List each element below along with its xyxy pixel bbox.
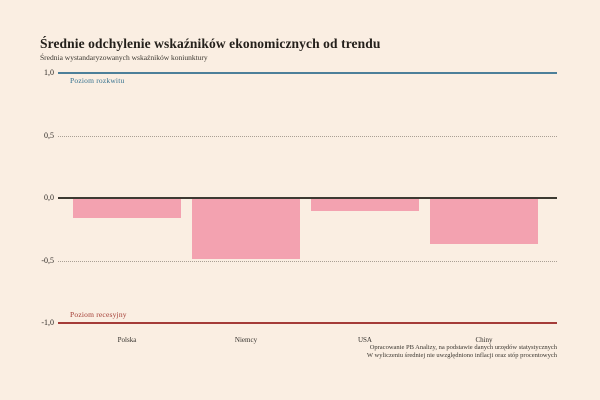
bar-chiny [430,199,538,245]
source-note-line1: Opracowanie PB Analizy, na podstawie dan… [369,344,557,351]
gridline-neg05 [58,260,557,262]
zero-axis-line [58,197,557,199]
bar-usa [311,199,419,211]
y-tick-0,0: 0,0 [44,193,54,202]
gridline-05 [58,135,557,137]
boom-level-label: Poziom rozkwitu [70,76,125,85]
boom-threshold-line [58,72,557,74]
chart-subtitle: Średnia wystandaryzowanych wskaźników ko… [40,53,208,62]
x-label-usa: USA [357,336,372,344]
bar-niemcy [192,199,300,260]
y-tick--1,0: -1,0 [41,318,54,327]
chart-title: Średnie odchylenie wskaźników ekonomiczn… [40,36,381,51]
source-note: Opracowanie PB Analizy, na podstawie dan… [367,344,557,359]
x-label-polska: Polska [117,336,137,344]
y-tick-1,0: 1,0 [44,68,54,77]
recession-threshold-line [58,322,557,324]
recession-level-label: Poziom recesyjny [70,310,127,319]
bar-polska [73,199,181,218]
y-tick-0,5: 0,5 [44,130,54,140]
x-label-chiny: Chiny [475,336,493,344]
source-note-line2: W wyliczeniu średniej nie uwzględniono i… [366,351,557,359]
y-tick--0,5: -0,5 [41,255,54,265]
x-label-niemcy: Niemcy [234,336,258,344]
